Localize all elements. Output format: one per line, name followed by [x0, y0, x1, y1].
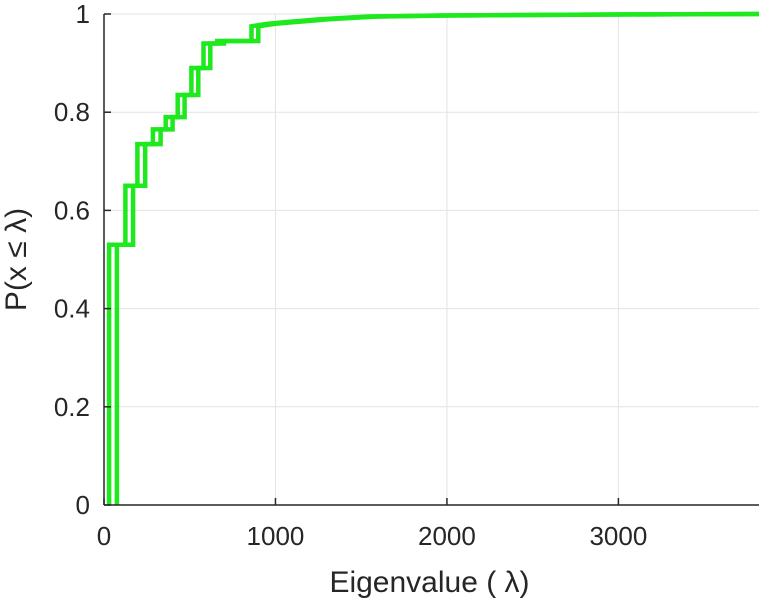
y-tick-label: 0.6	[54, 195, 90, 225]
y-tick-label: 0.8	[54, 97, 90, 127]
x-axis-label: Eigenvalue ( λ)	[329, 566, 529, 599]
y-axis-label: P(x ≤ λ)	[0, 208, 33, 311]
x-tick-label: 1000	[247, 521, 305, 551]
cdf-series-line	[114, 11, 760, 505]
y-tick-label: 1	[76, 0, 90, 29]
axes	[103, 14, 759, 506]
y-tick-label: 0.4	[54, 294, 90, 324]
cdf-series-line	[106, 11, 760, 505]
y-tick-label: 0	[76, 490, 90, 520]
x-tick-label: 2000	[418, 521, 476, 551]
x-tick-label: 3000	[589, 521, 647, 551]
series-layer	[106, 11, 760, 505]
grid	[104, 13, 759, 505]
x-tick-label: 0	[97, 521, 111, 551]
y-tick-label: 0.2	[54, 392, 90, 422]
y-ticks: 0 0.2 0.4 0.6 0.8 1	[54, 0, 111, 520]
x-ticks: 0 1000 2000 3000	[97, 498, 647, 551]
